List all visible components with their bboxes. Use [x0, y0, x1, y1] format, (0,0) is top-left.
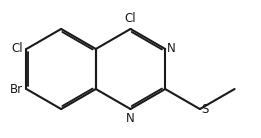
Text: Cl: Cl	[11, 43, 23, 55]
Text: Br: Br	[10, 83, 23, 95]
Text: Cl: Cl	[125, 12, 136, 25]
Text: N: N	[126, 112, 135, 125]
Text: S: S	[201, 103, 209, 116]
Text: N: N	[167, 43, 176, 55]
